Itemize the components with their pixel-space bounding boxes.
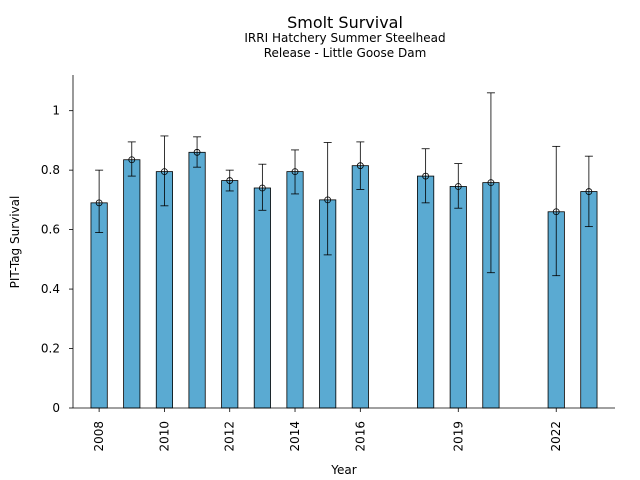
point-marker-2023 xyxy=(585,188,593,195)
point-marker-2013 xyxy=(258,184,266,192)
y-axis-label: PIT-Tag Survival xyxy=(8,196,22,289)
x-tick-label: 2022 xyxy=(549,421,563,452)
error-bar-2015 xyxy=(323,142,332,256)
bar-2019 xyxy=(449,186,467,409)
error-bar-2016 xyxy=(356,141,365,190)
bar-2018 xyxy=(417,175,435,409)
chart-subtitle-line-2: Release - Little Goose Dam xyxy=(264,46,427,60)
chart-title: Smolt Survival xyxy=(287,13,403,32)
y-tick-label: 0.2 xyxy=(41,342,60,356)
error-bar-2019 xyxy=(454,163,463,209)
x-tick-label: 2008 xyxy=(92,421,106,452)
bar-2008 xyxy=(90,202,108,409)
error-bar-2014 xyxy=(291,149,300,195)
point-marker-2014 xyxy=(291,168,299,176)
bar-2016 xyxy=(351,165,369,409)
point-marker-2020 xyxy=(487,179,495,187)
bar-2012 xyxy=(221,180,239,409)
point-marker-2012 xyxy=(226,177,234,184)
error-bar-2013 xyxy=(258,163,267,211)
error-bar-2020 xyxy=(486,92,495,274)
x-tick-label: 2016 xyxy=(353,421,367,452)
bar-2013 xyxy=(253,187,271,409)
bars-layer xyxy=(90,151,598,409)
error-bars-layer xyxy=(95,92,593,277)
x-tick-label: 2010 xyxy=(157,421,171,452)
axes-layer: 0 0.2 0.4 0.6 0.8 1 2008 2010 2012 2014 2016 2019 20… xyxy=(41,75,615,452)
y-tick-label: 0.4 xyxy=(41,282,60,296)
error-bar-2023 xyxy=(584,155,593,228)
error-bar-2022 xyxy=(552,145,561,277)
point-marker-2008 xyxy=(95,199,103,207)
error-bar-2011 xyxy=(193,136,202,168)
point-marker-2010 xyxy=(161,168,168,176)
point-marker-2015 xyxy=(324,196,332,204)
chart-subtitle-line-1: IRRI Hatchery Summer Steelhead xyxy=(244,31,445,45)
bar-2011 xyxy=(188,151,206,409)
x-tick-label: 2012 xyxy=(223,421,237,452)
y-tick-label: 1 xyxy=(52,104,60,118)
y-tick-label: 0.8 xyxy=(41,163,60,177)
error-bar-2012 xyxy=(225,169,234,192)
x-axis-label: Year xyxy=(330,463,356,477)
y-tick-label: 0.6 xyxy=(41,223,60,237)
bar-2010 xyxy=(155,171,173,409)
error-bar-2008 xyxy=(95,169,104,233)
point-marker-2018 xyxy=(422,172,430,180)
bar-2014 xyxy=(286,171,304,409)
point-marker-2011 xyxy=(193,148,201,156)
error-bar-2009 xyxy=(127,141,136,177)
x-tick-label: 2014 xyxy=(288,421,302,452)
bar-2009 xyxy=(123,159,141,409)
x-tick-label: 2019 xyxy=(451,421,465,452)
point-marker-2009 xyxy=(128,156,136,164)
point-marker-2019 xyxy=(454,183,462,190)
y-tick-label: 0 xyxy=(52,401,60,415)
error-bar-2018 xyxy=(421,148,430,204)
error-bar-2010 xyxy=(160,135,169,207)
point-marker-2016 xyxy=(356,162,364,170)
point-marker-2022 xyxy=(552,208,560,216)
